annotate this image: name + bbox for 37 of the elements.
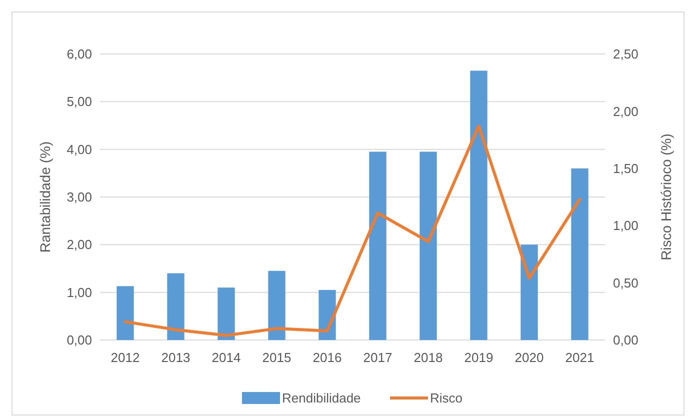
x-tick-label: 2012 <box>110 350 140 365</box>
y-tick-label: 1,00 <box>66 284 92 300</box>
line-series <box>124 124 582 337</box>
bar <box>218 288 235 340</box>
bar <box>470 70 488 340</box>
y-tick-label: 2,00 <box>66 237 92 252</box>
y-tick-label: 0,00 <box>66 332 92 348</box>
y2-tick-label: 2,00 <box>613 104 638 119</box>
x-tick-label: 2020 <box>514 350 544 365</box>
bar <box>369 152 386 340</box>
x-tick-label: 2013 <box>161 350 190 365</box>
x-tick-label: 2018 <box>414 350 443 365</box>
y-tick-label: 5,00 <box>66 94 92 110</box>
bar <box>520 244 538 340</box>
y2-tick-label: 0,00 <box>613 332 638 348</box>
legend-label: Rendibilidade <box>282 390 361 406</box>
bar <box>167 273 184 340</box>
x-tick-label: 2021 <box>565 350 594 365</box>
x-tick-label: 2015 <box>262 350 292 365</box>
y2-axis-title: Risco Histórioco (%) <box>658 134 674 260</box>
y2-tick-label: 1,50 <box>613 160 638 176</box>
y2-tick-label: 1,00 <box>613 218 638 234</box>
x-tick-label: 2014 <box>212 350 241 365</box>
bar <box>116 286 134 340</box>
x-tick-label: 2016 <box>312 350 342 365</box>
bar <box>268 270 286 340</box>
y2-tick-label: 0,50 <box>613 275 638 290</box>
bar <box>571 168 588 340</box>
y-tick-label: 3,00 <box>66 190 92 205</box>
legend-label: Risco <box>430 390 463 406</box>
y2-tick-label: 2,50 <box>613 46 638 62</box>
x-tick-label: 2019 <box>464 350 494 365</box>
y-tick-label: 6,00 <box>66 46 92 62</box>
bar <box>420 152 437 340</box>
y-axis-title: Rantabilidade (%) <box>37 141 53 253</box>
x-tick-label: 2017 <box>363 350 392 365</box>
y-tick-label: 4,00 <box>66 142 92 157</box>
